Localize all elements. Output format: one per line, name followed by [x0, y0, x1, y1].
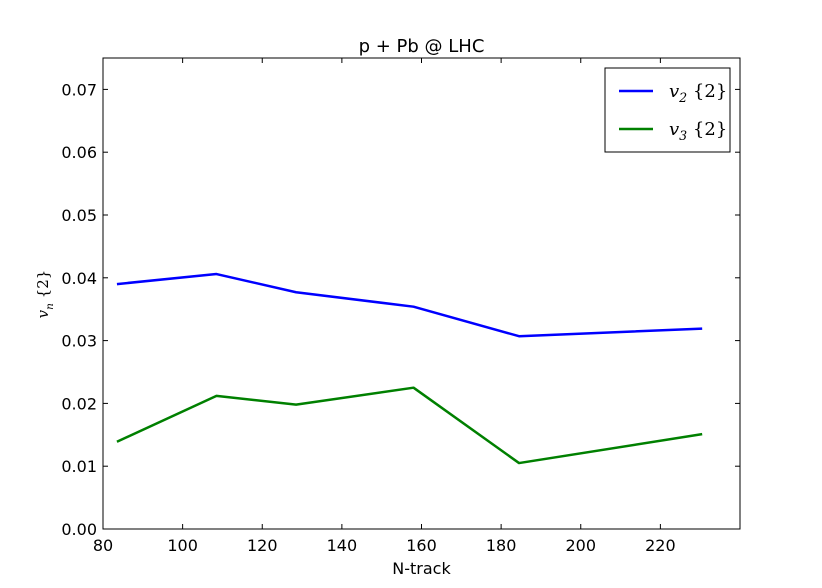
- x-tick-label: 160: [406, 536, 437, 555]
- x-tick-label: 100: [167, 536, 198, 555]
- x-tick-label: 180: [486, 536, 517, 555]
- y-tick-label: 0.05: [61, 206, 97, 225]
- y-tick-labels: 0.00 0.01 0.02 0.03 0.04 0.05 0.06 0.07: [61, 80, 97, 539]
- legend: v2 {2} v3 {2}: [604, 67, 731, 153]
- x-tick-labels: 80 100 120 140 160 180 200 220: [93, 536, 676, 555]
- y-tick-label: 0.01: [61, 457, 97, 476]
- y-tick-label: 0.07: [61, 80, 97, 99]
- y-tick-label: 0.06: [61, 143, 97, 162]
- y-tick-label: 0.04: [61, 269, 97, 288]
- series-lines: [116, 272, 703, 465]
- y-tick-label: 0.03: [61, 332, 97, 351]
- chart-title: p + Pb @ LHC: [359, 36, 485, 57]
- legend-label: v2 {2}: [669, 81, 727, 105]
- x-tick-label: 220: [645, 536, 676, 555]
- y-axis-label: vn {2}: [34, 270, 56, 319]
- y-axis-label-text: vn {2}: [34, 270, 56, 319]
- legend-label: v3 {2}: [669, 119, 727, 143]
- axis-ticks: [102, 58, 740, 530]
- x-tick-label: 80: [93, 536, 113, 555]
- y-tick-label: 0.00: [61, 520, 97, 539]
- series-line-3: [116, 386, 703, 465]
- legend-box: [604, 67, 731, 153]
- series-line-2: [116, 272, 703, 338]
- x-tick-label: 200: [565, 536, 596, 555]
- x-tick-label: 120: [247, 536, 278, 555]
- x-tick-label: 140: [327, 536, 358, 555]
- y-tick-label: 0.02: [61, 394, 97, 413]
- x-axis-label: N-track: [392, 559, 451, 578]
